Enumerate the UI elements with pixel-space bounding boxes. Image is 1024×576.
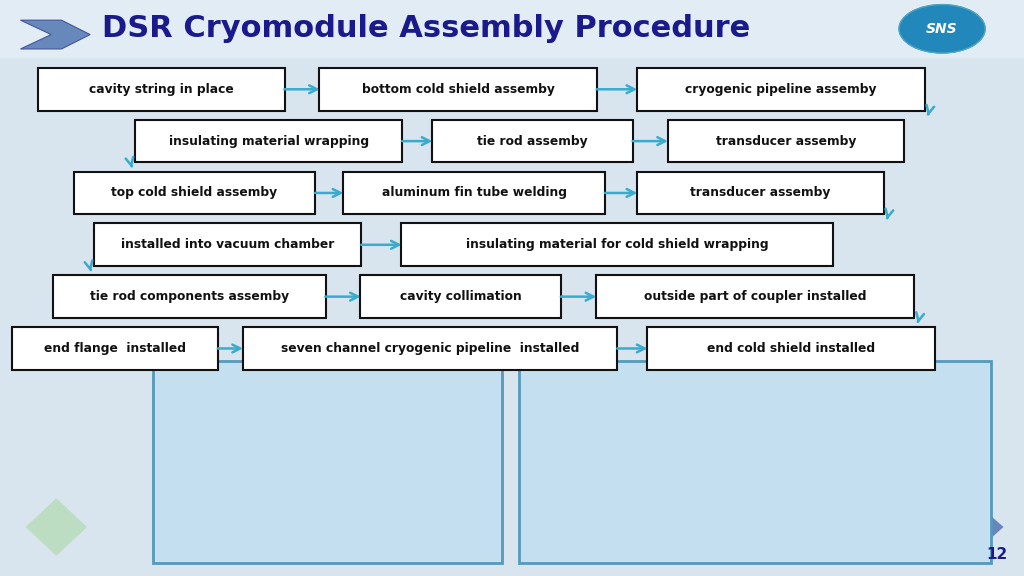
Polygon shape — [26, 498, 87, 556]
FancyBboxPatch shape — [12, 327, 218, 370]
Polygon shape — [20, 20, 90, 49]
Text: top cold shield assemby: top cold shield assemby — [112, 187, 278, 199]
FancyBboxPatch shape — [360, 275, 561, 318]
Text: transducer assemby: transducer assemby — [716, 135, 856, 147]
Text: seven channel cryogenic pipeline  installed: seven channel cryogenic pipeline install… — [281, 342, 580, 355]
FancyBboxPatch shape — [637, 68, 925, 111]
FancyBboxPatch shape — [53, 275, 326, 318]
Text: aluminum fin tube welding: aluminum fin tube welding — [382, 187, 566, 199]
Text: insulating material wrapping: insulating material wrapping — [169, 135, 369, 147]
FancyBboxPatch shape — [647, 327, 935, 370]
FancyBboxPatch shape — [153, 361, 502, 563]
FancyBboxPatch shape — [74, 172, 315, 214]
Polygon shape — [758, 0, 829, 40]
FancyBboxPatch shape — [401, 223, 833, 266]
Text: outside part of coupler installed: outside part of coupler installed — [644, 290, 866, 303]
FancyBboxPatch shape — [38, 68, 285, 111]
Text: cryogenic pipeline assemby: cryogenic pipeline assemby — [685, 83, 877, 96]
FancyBboxPatch shape — [596, 275, 914, 318]
FancyBboxPatch shape — [432, 120, 633, 162]
FancyBboxPatch shape — [0, 0, 1024, 58]
Text: cavity collimation: cavity collimation — [400, 290, 521, 303]
Text: SNS: SNS — [927, 22, 957, 36]
Text: end flange  installed: end flange installed — [44, 342, 186, 355]
Text: cavity string in place: cavity string in place — [89, 83, 233, 96]
Text: DSR Cryomodule Assembly Procedure: DSR Cryomodule Assembly Procedure — [102, 14, 751, 43]
Text: end cold shield installed: end cold shield installed — [707, 342, 876, 355]
FancyBboxPatch shape — [135, 120, 402, 162]
FancyBboxPatch shape — [319, 68, 597, 111]
FancyBboxPatch shape — [343, 172, 605, 214]
Circle shape — [899, 5, 985, 53]
Text: transducer assemby: transducer assemby — [690, 187, 830, 199]
FancyBboxPatch shape — [243, 327, 617, 370]
FancyBboxPatch shape — [668, 120, 904, 162]
Polygon shape — [932, 495, 1004, 559]
Text: 12: 12 — [987, 547, 1008, 562]
Text: insulating material for cold shield wrapping: insulating material for cold shield wrap… — [466, 238, 768, 251]
Text: bottom cold shield assemby: bottom cold shield assemby — [361, 83, 555, 96]
Text: tie rod assemby: tie rod assemby — [477, 135, 588, 147]
FancyBboxPatch shape — [637, 172, 884, 214]
FancyBboxPatch shape — [519, 361, 991, 563]
Text: installed into vacuum chamber: installed into vacuum chamber — [121, 238, 335, 251]
FancyBboxPatch shape — [94, 223, 361, 266]
Text: tie rod components assemby: tie rod components assemby — [90, 290, 289, 303]
